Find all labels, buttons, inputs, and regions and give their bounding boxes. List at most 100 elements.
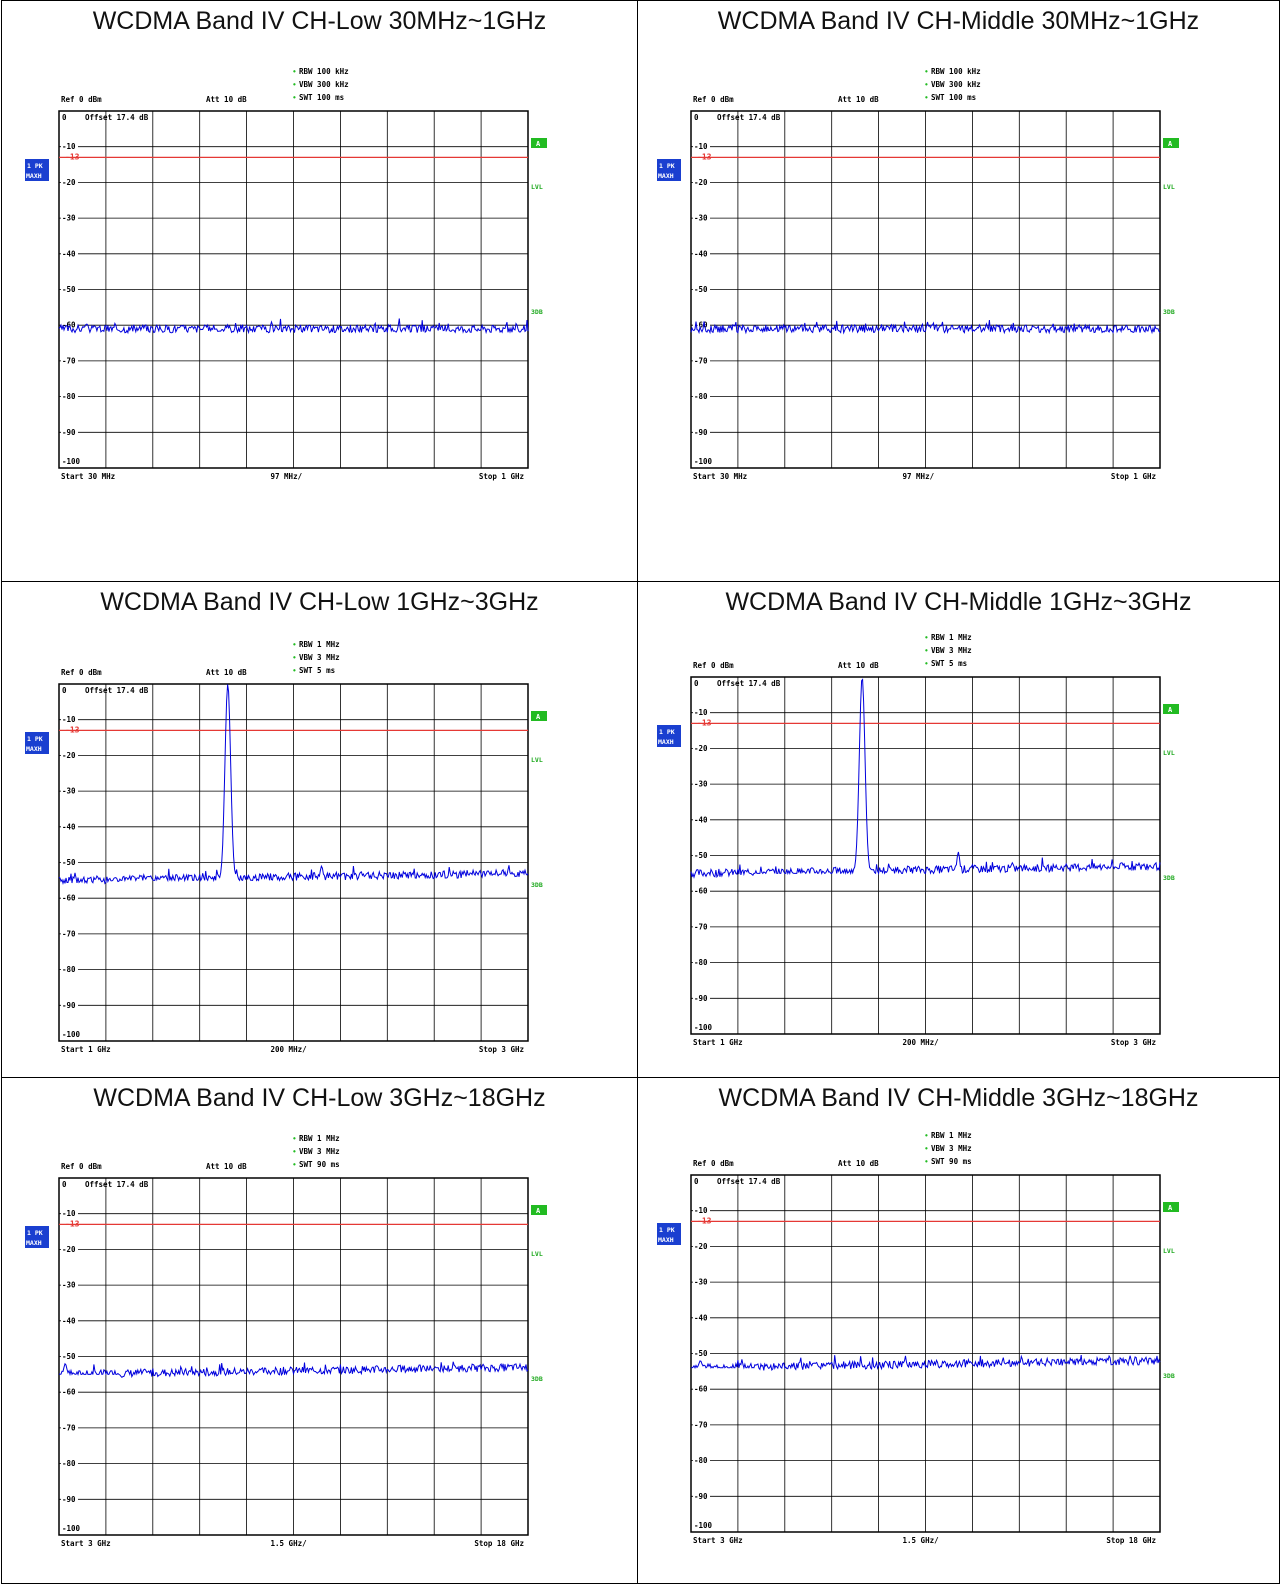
tick-label-bg xyxy=(61,1494,78,1503)
y-tick-label: -30 xyxy=(62,1281,76,1290)
y-tick-label: -80 xyxy=(62,965,76,974)
panel-title: WCDMA Band IV CH-Middle 3GHz~18GHz xyxy=(718,1084,1199,1112)
y-tick-label: -90 xyxy=(62,428,76,437)
y-tick-label: 0 xyxy=(694,113,699,122)
three-db-label: 3DB xyxy=(531,881,543,889)
tick-label-bg xyxy=(61,177,78,186)
limit-line-label: -13 xyxy=(65,1219,80,1228)
tick-label-bg xyxy=(693,356,710,365)
frequency-per-division-label: 1.5 GHz/ xyxy=(903,1536,940,1545)
tick-label-bg xyxy=(61,750,78,759)
frequency-per-division-label: 97 MHz/ xyxy=(271,472,303,481)
setting-bullet: • xyxy=(925,646,928,655)
tick-label-bg xyxy=(61,427,78,436)
y-tick-label: -80 xyxy=(62,392,76,401)
tick-label-bg xyxy=(693,743,710,752)
setting-bullet: • xyxy=(925,633,928,642)
tick-label-bg xyxy=(61,715,78,724)
y-tick-label: -50 xyxy=(694,1349,708,1358)
y-tick-label: -70 xyxy=(62,1423,76,1432)
trace-badge xyxy=(25,159,49,181)
trace-badge-line1: 1 PK xyxy=(27,735,43,743)
y-tick-label: 0 xyxy=(62,113,67,122)
lvl-label: LVL xyxy=(531,183,543,191)
y-tick-label: -60 xyxy=(62,1388,76,1397)
setting-bullet: • xyxy=(293,640,296,649)
y-tick-label: -30 xyxy=(62,214,76,223)
a-badge xyxy=(531,138,547,148)
limit-line-label: -13 xyxy=(697,718,712,727)
offset-label: Offset 17.4 dB xyxy=(85,1180,149,1189)
y-tick-label: -20 xyxy=(62,178,76,187)
panel-title: WCDMA Band IV CH-Middle 1GHz~3GHz xyxy=(725,588,1192,616)
three-db-label: 3DB xyxy=(1163,308,1175,316)
y-tick-label: -90 xyxy=(694,994,708,1003)
tick-label-bg xyxy=(61,1352,78,1360)
y-tick-label: -40 xyxy=(694,1313,708,1322)
y-tick-label: -40 xyxy=(62,249,76,258)
y-tick-label: -30 xyxy=(694,780,708,789)
y-tick-label: -20 xyxy=(62,751,76,760)
a-badge xyxy=(1163,138,1179,148)
vbw-label: VBW 300 kHz xyxy=(299,80,349,89)
setting-bullet: • xyxy=(293,80,296,89)
vbw-label: VBW 3 MHz xyxy=(299,653,340,662)
y-tick-label: -100 xyxy=(62,1030,81,1039)
lvl-label: LVL xyxy=(1163,183,1175,191)
tick-label-bg xyxy=(693,1206,710,1215)
setting-bullet: • xyxy=(925,1144,928,1153)
tick-label-bg xyxy=(61,686,68,694)
tick-label-bg xyxy=(61,285,78,293)
trace-badge-line1: 1 PK xyxy=(27,162,43,170)
attenuation-label: Att 10 dB xyxy=(838,1159,879,1168)
three-db-label: 3DB xyxy=(1163,874,1175,882)
stop-frequency-label: Stop 18 GHz xyxy=(474,1539,524,1548)
trace-badge-line2: MAXH xyxy=(658,738,674,746)
setting-bullet: • xyxy=(925,80,928,89)
a-badge-label: A xyxy=(536,1207,541,1215)
tick-label-bg xyxy=(693,285,710,293)
a-badge-label: A xyxy=(536,140,541,148)
y-tick-label: -10 xyxy=(694,1206,708,1215)
y-tick-label: -30 xyxy=(694,1278,708,1287)
a-badge xyxy=(1163,704,1179,714)
panel-title: WCDMA Band IV CH-Low 30MHz~1GHz xyxy=(92,7,547,35)
tick-label-bg xyxy=(61,213,78,222)
y-tick-label: -20 xyxy=(694,744,708,753)
vbw-label: VBW 3 MHz xyxy=(931,646,972,655)
y-tick-label: -100 xyxy=(694,1023,713,1032)
tick-label-bg xyxy=(61,1316,78,1325)
trace-line xyxy=(690,320,1161,335)
vbw-label: VBW 3 MHz xyxy=(299,1147,340,1156)
tick-label-bg xyxy=(61,786,78,795)
tick-label-bg xyxy=(61,965,78,974)
swt-label: SWT 90 ms xyxy=(299,1160,340,1169)
attenuation-label: Att 10 dB xyxy=(838,95,879,104)
three-db-label: 3DB xyxy=(531,308,543,316)
setting-bullet: • xyxy=(293,1147,296,1156)
tick-label-bg xyxy=(61,1423,78,1432)
tick-label-bg xyxy=(61,1459,78,1468)
y-tick-label: -30 xyxy=(694,214,708,223)
y-tick-label: -60 xyxy=(694,887,708,896)
trace-line xyxy=(58,318,529,335)
y-tick-label: -50 xyxy=(694,285,708,294)
lvl-label: LVL xyxy=(1163,1247,1175,1255)
tick-label-bg xyxy=(693,1420,710,1429)
lvl-label: LVL xyxy=(531,756,543,764)
panel-cell: WCDMA Band IV CH-Low 3GHz~18GHz • RBW 1 M… xyxy=(1,1077,638,1584)
panel-cell: WCDMA Band IV CH-Low 1GHz~3GHz • RBW 1 MH… xyxy=(1,581,638,1078)
tick-label-bg xyxy=(61,356,78,365)
ref-level-label: Ref 0 dBm xyxy=(693,1159,734,1168)
stop-frequency-label: Stop 1 GHz xyxy=(1111,472,1156,481)
attenuation-label: Att 10 dB xyxy=(206,95,247,104)
tick-label-bg xyxy=(693,1456,710,1465)
trace-badge xyxy=(657,725,681,747)
tick-label-bg xyxy=(61,320,78,329)
trace-line xyxy=(58,1361,529,1379)
tick-label-bg xyxy=(693,1521,715,1529)
tick-label-bg xyxy=(61,1524,83,1532)
